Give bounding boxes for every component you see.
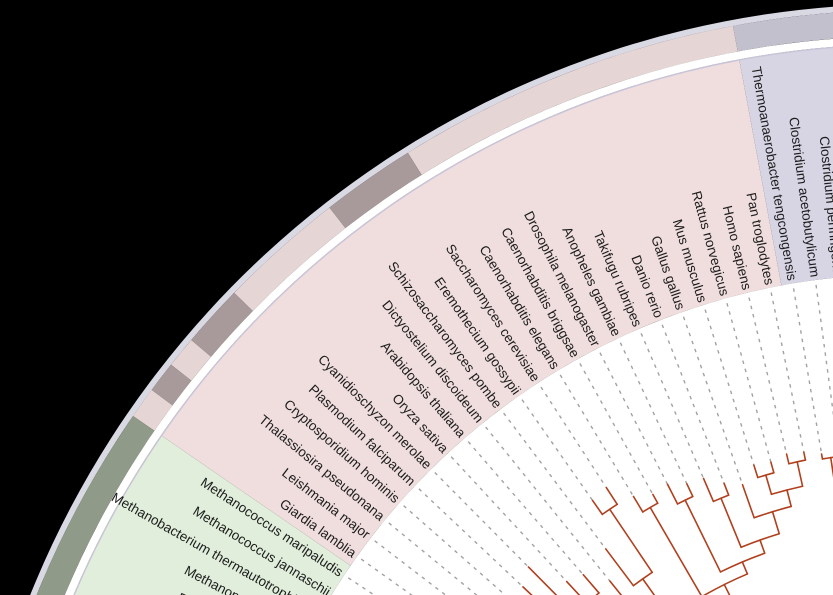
ring-segment-2 (329, 152, 422, 229)
branch-internal (771, 510, 781, 535)
leaf-guide-danio-rerio (661, 324, 725, 484)
leaf-guide-mus-musculus (704, 309, 755, 466)
branch-leaf-rattus-norvegicus (770, 461, 775, 474)
ring-segment-0 (732, 12, 833, 52)
branch-leaf-cyanidioschyzon-merolae (527, 566, 558, 595)
ring-segment-1 (407, 25, 738, 175)
branch-leaf-oryza-sativa (565, 580, 581, 595)
branch-internal (608, 508, 654, 574)
sector-eukaryota (160, 59, 782, 566)
leaf-guide-homo-sapiens (748, 297, 788, 455)
leaf-guide-anopheles-gambiae (619, 342, 688, 485)
branch-internal (764, 474, 773, 496)
branch-leaf-homo-sapiens (785, 453, 790, 465)
plot-area-disc (331, 278, 833, 595)
sector-archaea (73, 435, 351, 595)
branch-leaf-drosophila-melanogaster (666, 483, 679, 505)
leaf-guide-takifugu-rubripes (640, 333, 705, 479)
ring-segment-6 (151, 364, 192, 406)
branch-leaf-saccharomyces-cerevisiae (605, 486, 619, 506)
leaf-guides-group (347, 284, 833, 595)
ring-segment-4 (191, 292, 253, 357)
branch-leaf-caenorhabditis-elegans (632, 495, 644, 513)
ring-segment-7 (132, 389, 173, 431)
sector-bacteria (739, 46, 833, 286)
branch-internal (829, 456, 833, 478)
leaf-guide-schizosaccharomyces-pombe (503, 412, 607, 550)
leaf-guide-plasmodium-falciparum (418, 488, 524, 588)
leaf-guide-cryptosporidium-hominis (403, 505, 507, 595)
taxon-ring-group (36, 12, 833, 595)
branch-internal (796, 461, 804, 488)
ring-segment-3 (234, 207, 346, 311)
branch-leaf-mus-musculus (753, 464, 759, 479)
branch-leaf-plasmodium-falciparum (522, 586, 533, 595)
leaf-guide-rattus-norvegicus (726, 302, 772, 463)
branch-internal (684, 499, 722, 573)
branch-internal (723, 583, 731, 595)
ring-segment-8 (36, 416, 155, 595)
leaf-guide-dictyostelium-discoideum (485, 426, 611, 582)
leaf-guide-thalassiosira-pseudonana (388, 522, 478, 595)
branch-leaf-eremothecium-gossypii (591, 499, 604, 516)
leaf-guide-pan-troglodytes (770, 292, 805, 453)
branch-leaf-gallus-gallus (741, 483, 755, 519)
tree-branches-group (522, 451, 833, 595)
branch-arc (595, 592, 600, 595)
leaf-guide-clostridium-acetobutylicum (815, 284, 833, 417)
leaf-guide-methanococcus-maripaludis (347, 577, 376, 595)
branch-leaf-pan-troglodytes (803, 451, 807, 461)
ring-segment-5 (170, 339, 212, 381)
leaf-guide-saccharomyces-cerevisiae (540, 386, 607, 488)
branch-leaf-schizosaccharomyces-pombe (604, 548, 635, 587)
branch-leaf-takifugu-rubripes (702, 477, 715, 503)
leaf-guide-caenorhabditis-elegans (559, 374, 635, 497)
leaf-guide-eremothecium-gossypii (521, 399, 594, 501)
branch-internal (641, 578, 656, 595)
branch-internal (759, 539, 766, 555)
branch-internal (741, 561, 749, 575)
leaf-guide-oryza-sativa (450, 456, 568, 583)
leaf-guide-leishmania-major (374, 540, 447, 595)
branch-leaf-anopheles-gambiae (686, 482, 694, 498)
leaf-guide-cyanidioschyzon-merolae (434, 472, 529, 568)
branch-leaf-caenorhabditis-briggsae (652, 493, 659, 505)
domain-sectors-group (73, 46, 833, 595)
leaf-guide-arabidopsis-thaliana (467, 441, 584, 576)
branch-internal (786, 489, 793, 508)
leaf-guide-thermoanaerobacter-tengcongensis (792, 288, 823, 455)
branch-leaf-arabidopsis-thaliana (582, 573, 600, 594)
branch-leaf-thermoanaerobacter-tengcongensis (820, 453, 824, 460)
branch-internal (649, 506, 702, 595)
branch-leaf-danio-rerio (723, 482, 730, 496)
branch-internal (720, 497, 742, 549)
